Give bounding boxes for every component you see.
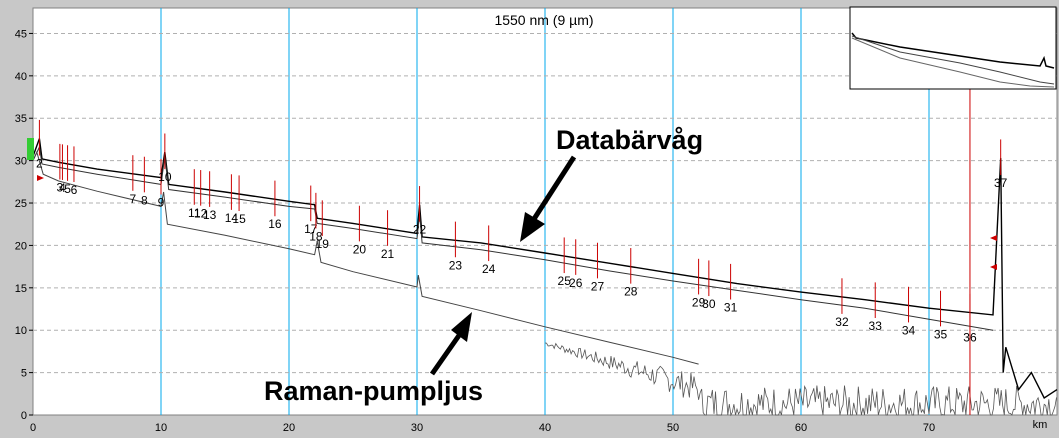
trace-series-1: [32, 138, 1058, 400]
annotation-databarvag-arrow-head: [520, 212, 545, 242]
event-label-11: 11: [188, 206, 201, 220]
red-arrow-37-a: [990, 235, 997, 241]
event-label-32: 32: [835, 315, 849, 329]
event-label-30: 30: [702, 297, 716, 311]
inset-trace-raman: [851, 37, 1055, 88]
y-tick-label-40: 40: [15, 71, 27, 83]
event-label-37: 37: [994, 176, 1008, 190]
event-label-15: 15: [232, 212, 246, 226]
red-arrow-left: [37, 175, 44, 181]
event-label-21: 21: [381, 247, 395, 261]
x-tick-label-30: 30: [411, 422, 423, 434]
y-tick-label-10: 10: [15, 325, 27, 337]
event-label-18: 18: [309, 229, 323, 243]
y-tick-label-45: 45: [15, 28, 27, 40]
trace-series-3: [32, 150, 699, 365]
event-label-22: 22: [413, 223, 427, 237]
y-tick-label-35: 35: [15, 113, 27, 125]
inset-overview: [849, 6, 1057, 90]
event-label-20: 20: [353, 242, 367, 256]
chart-title: 1550 nm (9 µm): [494, 12, 593, 28]
traces: [32, 138, 1058, 400]
annotation-raman: Raman-pumpljus: [264, 312, 483, 406]
x-tick-label-0: 0: [30, 422, 36, 434]
x-tick-label-10: 10: [155, 422, 167, 434]
event-label-17: 17: [304, 222, 318, 236]
y-tick-label-5: 5: [21, 368, 27, 380]
inset-trace-lower: [851, 35, 1055, 85]
annotation-raman-arrow-head: [451, 312, 472, 342]
grid: [33, 8, 1057, 415]
event-label-2: 2: [36, 157, 43, 171]
x-tick-label-50: 50: [667, 422, 679, 434]
y-axis-ticks: 0 5 10 15 20 25 30 35 40 45: [15, 28, 33, 422]
y-tick-label-30: 30: [15, 156, 27, 168]
event-label-16: 16: [268, 217, 282, 231]
x-tick-label-70: 70: [923, 422, 935, 434]
event-label-33: 33: [869, 319, 883, 333]
event-label-5: 5: [64, 182, 71, 196]
event-label-10: 10: [158, 170, 172, 184]
start-marker: [27, 138, 34, 160]
trace-series-2: [32, 145, 994, 331]
event-label-12: 12: [194, 207, 208, 221]
event-label-6: 6: [71, 183, 78, 197]
red-arrow-37-b: [990, 264, 997, 270]
event-label-27: 27: [591, 279, 605, 293]
event-label-25: 25: [558, 274, 572, 288]
annotation-databarvag-arrow-shaft: [531, 155, 577, 221]
event-label-34: 34: [902, 323, 916, 337]
event-label-31: 31: [724, 301, 738, 315]
x-axis-unit: km: [1033, 419, 1048, 431]
annotation-raman-label: Raman-pumpljus: [264, 376, 483, 406]
event-label-4: 4: [59, 181, 66, 195]
event-label-19: 19: [316, 237, 330, 251]
x-tick-label-60: 60: [795, 422, 807, 434]
event-label-29: 29: [692, 295, 706, 309]
event-label-9: 9: [158, 196, 165, 210]
noise-floor: [544, 342, 1057, 417]
x-tick-label-20: 20: [283, 422, 295, 434]
y-tick-label-0: 0: [21, 410, 27, 422]
event-label-26: 26: [569, 276, 583, 290]
annotation-databarvag: Databärvåg: [520, 125, 703, 242]
event-label-24: 24: [482, 262, 496, 276]
y-tick-label-15: 15: [15, 283, 27, 295]
event-label-8: 8: [141, 193, 148, 207]
y-tick-label-20: 20: [15, 240, 27, 252]
event-label-23: 23: [449, 258, 463, 272]
event-label-3: 3: [57, 181, 64, 195]
annotation-raman-arrow-shaft: [429, 332, 463, 376]
inset-trace-upper: [851, 32, 1055, 69]
x-axis-ticks: 0 10 20 30 40 50 60 70: [30, 422, 935, 434]
event-label-13: 13: [203, 208, 217, 222]
event-label-14: 14: [225, 211, 239, 225]
y-tick-label-25: 25: [15, 198, 27, 210]
event-label-7: 7: [129, 192, 136, 206]
annotation-databarvag-label: Databärvåg: [556, 125, 703, 155]
event-label-35: 35: [934, 327, 948, 341]
x-tick-label-40: 40: [539, 422, 551, 434]
event-label-28: 28: [624, 285, 638, 299]
noise-trace: [544, 342, 1057, 417]
inset-frame: [849, 6, 1057, 90]
